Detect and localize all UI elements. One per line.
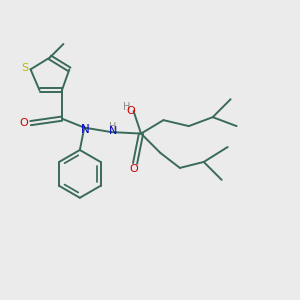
Text: N: N — [109, 126, 117, 136]
Text: O: O — [129, 164, 138, 174]
Text: H: H — [109, 122, 116, 132]
Text: O: O — [20, 118, 28, 128]
Text: S: S — [22, 63, 29, 73]
Text: N: N — [81, 123, 90, 136]
Text: H: H — [123, 102, 131, 112]
Text: O: O — [126, 106, 135, 116]
